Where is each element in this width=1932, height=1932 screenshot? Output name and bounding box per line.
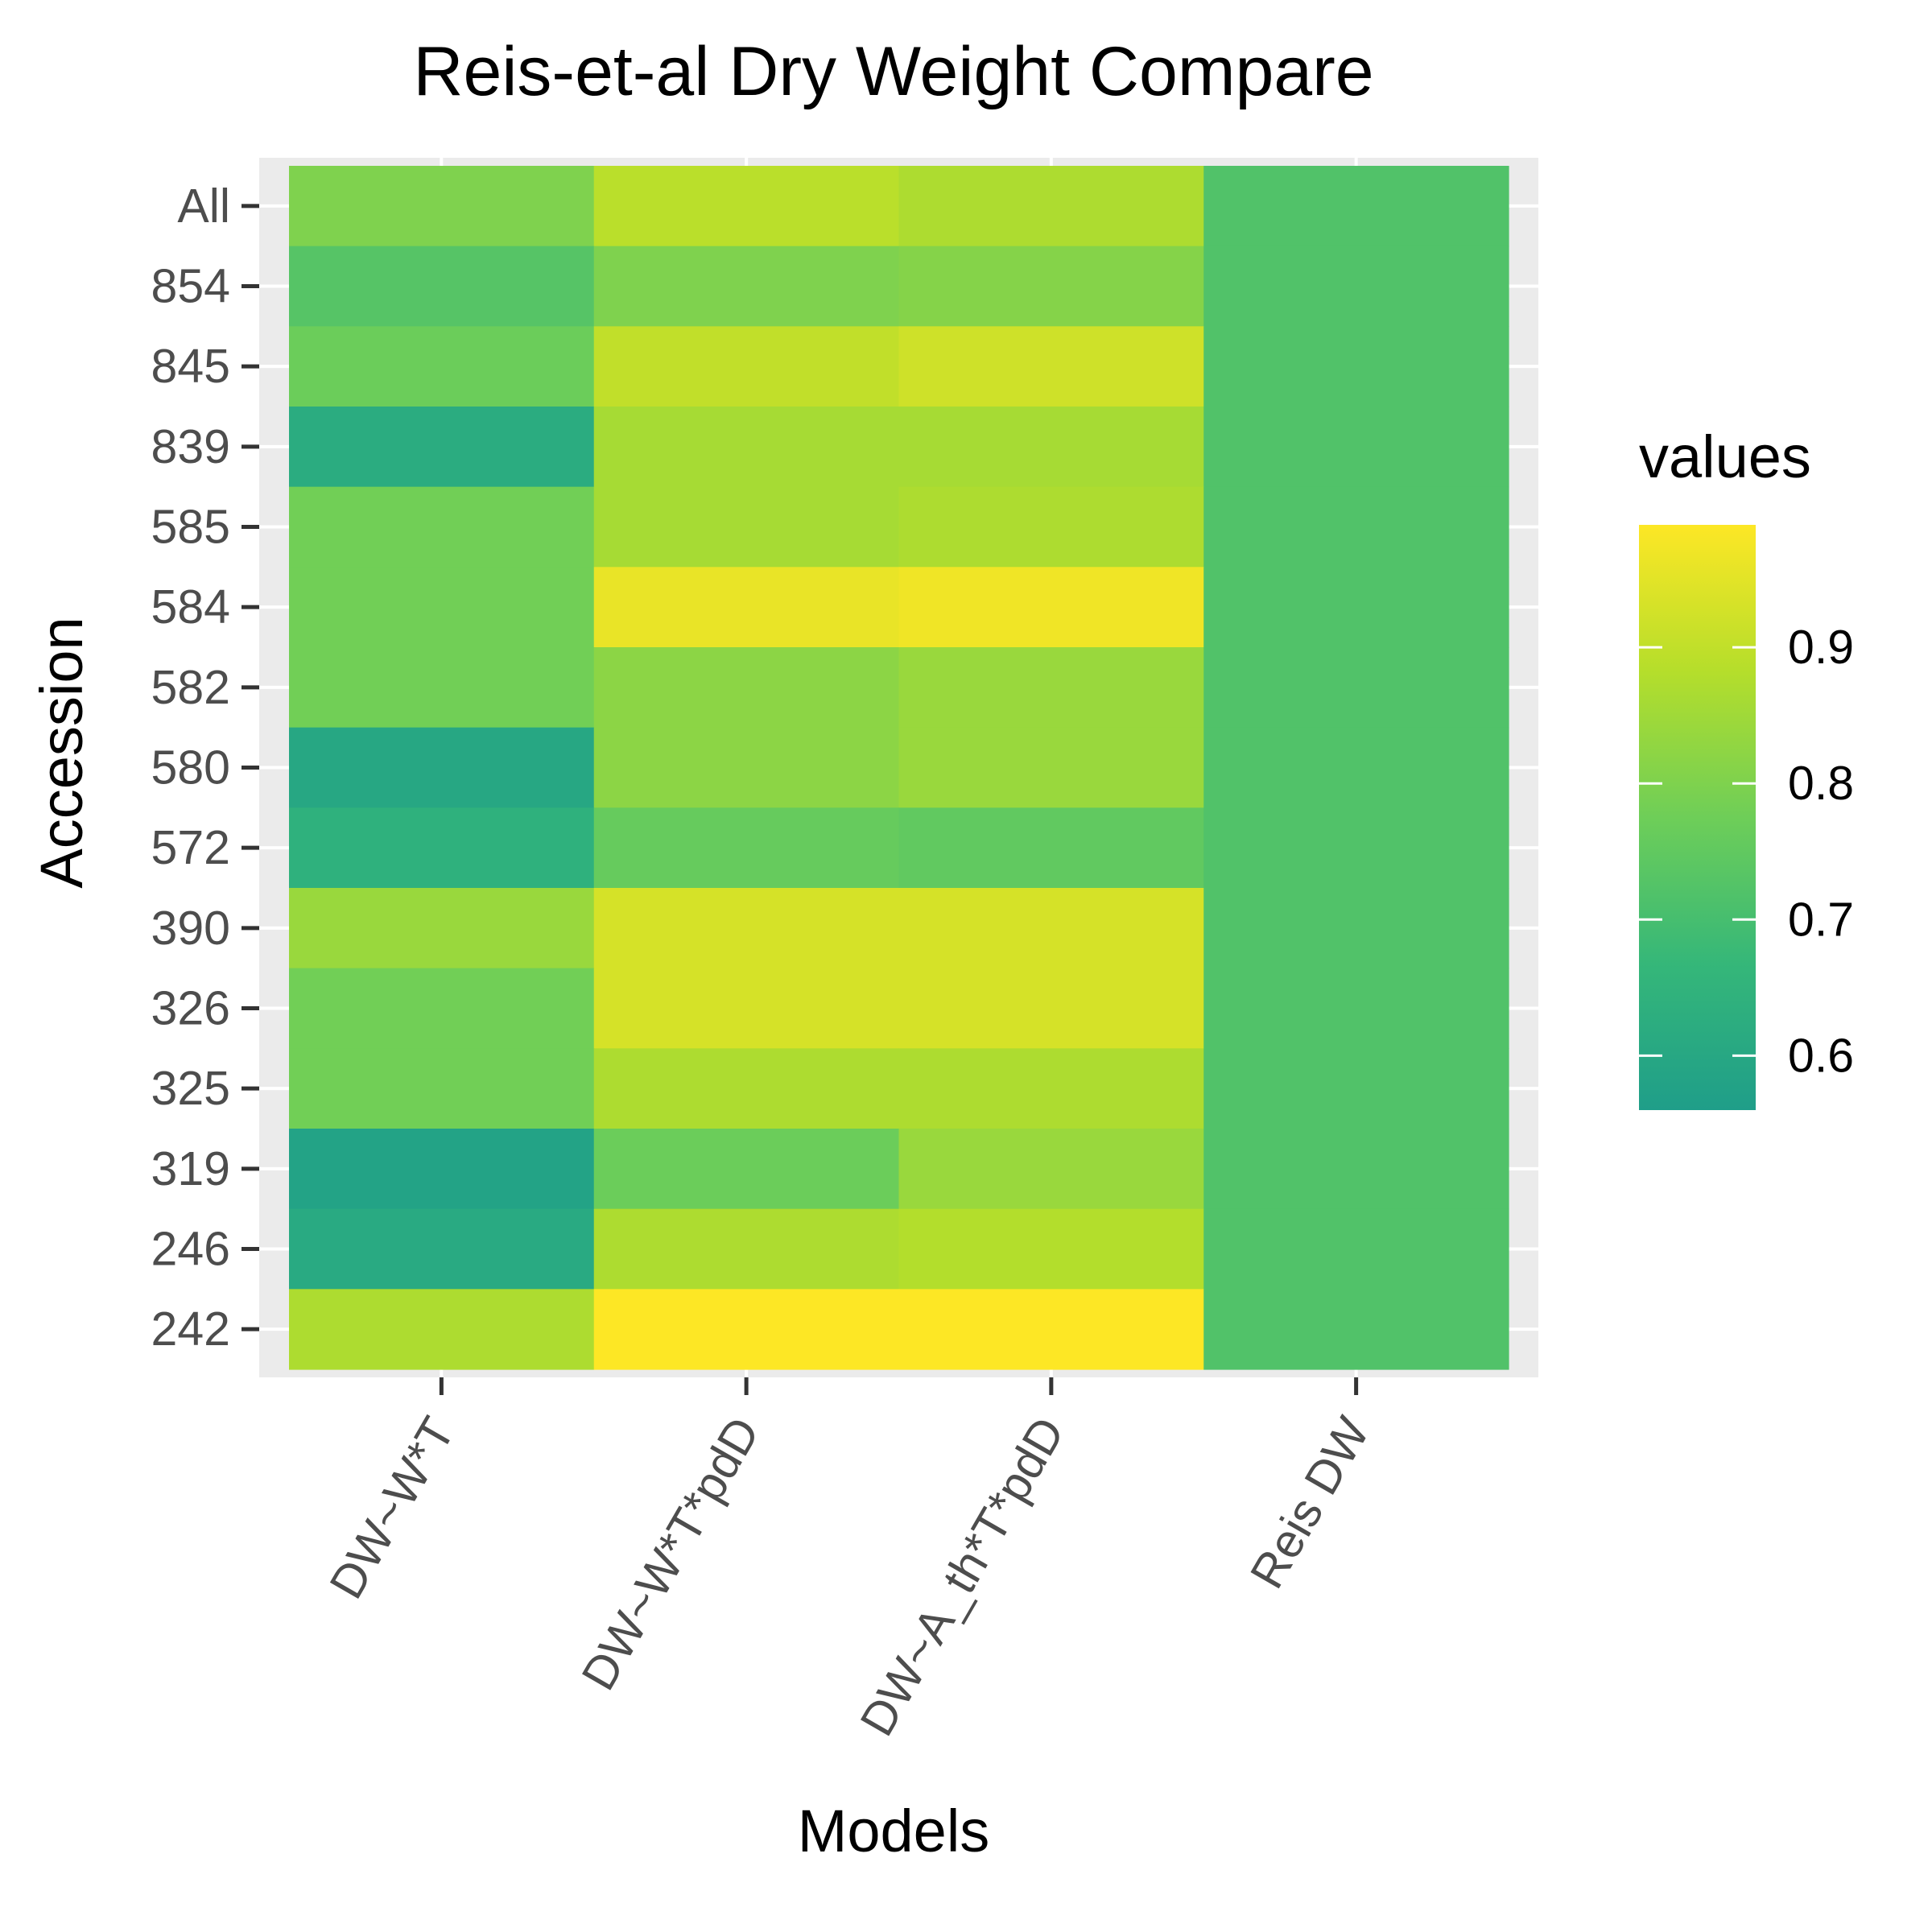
legend-tick-label: 0.8: [1788, 757, 1854, 810]
heatmap-cell: [289, 1289, 595, 1370]
y-tick-label: 839: [151, 420, 230, 473]
heatmap-cell: [898, 486, 1204, 568]
y-tick-label: All: [177, 180, 230, 233]
y-tick-label: 326: [151, 982, 230, 1035]
heatmap-cell: [1203, 567, 1509, 648]
heatmap-cell: [593, 1129, 900, 1210]
heatmap-cell: [289, 647, 595, 729]
heatmap-cell: [898, 166, 1204, 247]
heatmap-cell: [1203, 888, 1509, 969]
heatmap-cell: [289, 968, 595, 1049]
heatmap-cell: [1203, 647, 1509, 729]
heatmap-cell: [289, 407, 595, 488]
y-tick-label: 572: [151, 821, 230, 874]
heatmap-cell: [593, 166, 900, 247]
heatmap-cell: [289, 246, 595, 327]
heatmap-cell: [289, 1129, 595, 1210]
y-tick-label: 325: [151, 1062, 230, 1115]
heatmap-cell: [898, 1208, 1204, 1290]
heatmap-cell: [593, 567, 900, 648]
legend-title: values: [1639, 423, 1811, 490]
heatmap-cell: [1203, 1289, 1509, 1370]
heatmap-cell: [1203, 1208, 1509, 1290]
y-tick-label: 246: [151, 1223, 230, 1276]
heatmap-cell: [1203, 246, 1509, 327]
y-tick-label: 845: [151, 340, 230, 393]
legend-color-bar: [1639, 525, 1756, 1110]
legend-tick-label: 0.9: [1788, 621, 1854, 674]
heatmap-cell: [593, 1048, 900, 1129]
heatmap-cell: [593, 486, 900, 568]
heatmap-cell: [593, 1208, 900, 1290]
legend-ticks: 0.6 0.7 0.8 0.9: [1639, 621, 1854, 1082]
heatmap-cell: [1203, 486, 1509, 568]
y-tick-label: 584: [151, 580, 230, 634]
heatmap-cell: [1203, 166, 1509, 247]
y-axis-title: Accession: [28, 617, 95, 888]
legend-tick-label: 0.6: [1788, 1029, 1854, 1082]
heatmap-cell: [1203, 1129, 1509, 1210]
heatmap-cell: [898, 246, 1204, 327]
heatmap-cell: [898, 968, 1204, 1049]
heatmap-cell: [289, 486, 595, 568]
heatmap-cell: [289, 326, 595, 407]
heatmap-cell: [289, 807, 595, 889]
y-tick-label: 390: [151, 902, 230, 955]
y-tick-label: 582: [151, 661, 230, 714]
heatmap-cell: [898, 647, 1204, 729]
heatmap-cell: [898, 807, 1204, 889]
y-tick-label: 319: [151, 1142, 230, 1195]
y-tick-label: 580: [151, 741, 230, 795]
heatmap-cell: [1203, 1048, 1509, 1129]
y-tick-label: 585: [151, 501, 230, 554]
heatmap-cell: [593, 888, 900, 969]
heatmap-cell: [1203, 326, 1509, 407]
heatmap-cell: [289, 1048, 595, 1129]
heatmap-cell: [1203, 968, 1509, 1049]
heatmap-cell: [898, 567, 1204, 648]
heatmap-cell: [1203, 407, 1509, 488]
chart-title: Reis-et-al Dry Weight Compare: [413, 33, 1373, 110]
heatmap-cell: [898, 888, 1204, 969]
y-tick-label: 242: [151, 1302, 230, 1356]
y-tick-label: 854: [151, 260, 230, 313]
x-axis-title: Models: [798, 1798, 990, 1864]
legend-tick-label: 0.7: [1788, 893, 1854, 946]
heatmap-cell: [593, 246, 900, 327]
heatmap-cell: [898, 1048, 1204, 1129]
heatmap-cell: [289, 166, 595, 247]
heatmap-cell: [593, 326, 900, 407]
heatmap-cell: [593, 407, 900, 488]
heatmap-cell: [898, 1129, 1204, 1210]
heatmap-cell: [593, 647, 900, 729]
heatmap-cell: [593, 807, 900, 889]
y-axis: All 854 845 839 585 584 582 580 572 390 326 325 319 2…: [151, 180, 259, 1356]
heatmap-cell: [1203, 727, 1509, 808]
heatmap-cells: [289, 166, 1509, 1370]
heatmap-cell: [1203, 807, 1509, 889]
heatmap-cell: [898, 407, 1204, 488]
heatmap-cell: [593, 727, 900, 808]
heatmap-cell: [593, 1289, 900, 1370]
heatmap-cell: [898, 1289, 1204, 1370]
heatmap-cell: [898, 326, 1204, 407]
heatmap-cell: [289, 888, 595, 969]
color-legend: values 0.6 0.7 0.8 0.9: [1639, 423, 1854, 1110]
heatmap-cell: [289, 727, 595, 808]
heatmap-cell: [898, 727, 1204, 808]
heatmap-cell: [593, 968, 900, 1049]
heatmap-cell: [289, 1208, 595, 1290]
heatmap-cell: [289, 567, 595, 648]
